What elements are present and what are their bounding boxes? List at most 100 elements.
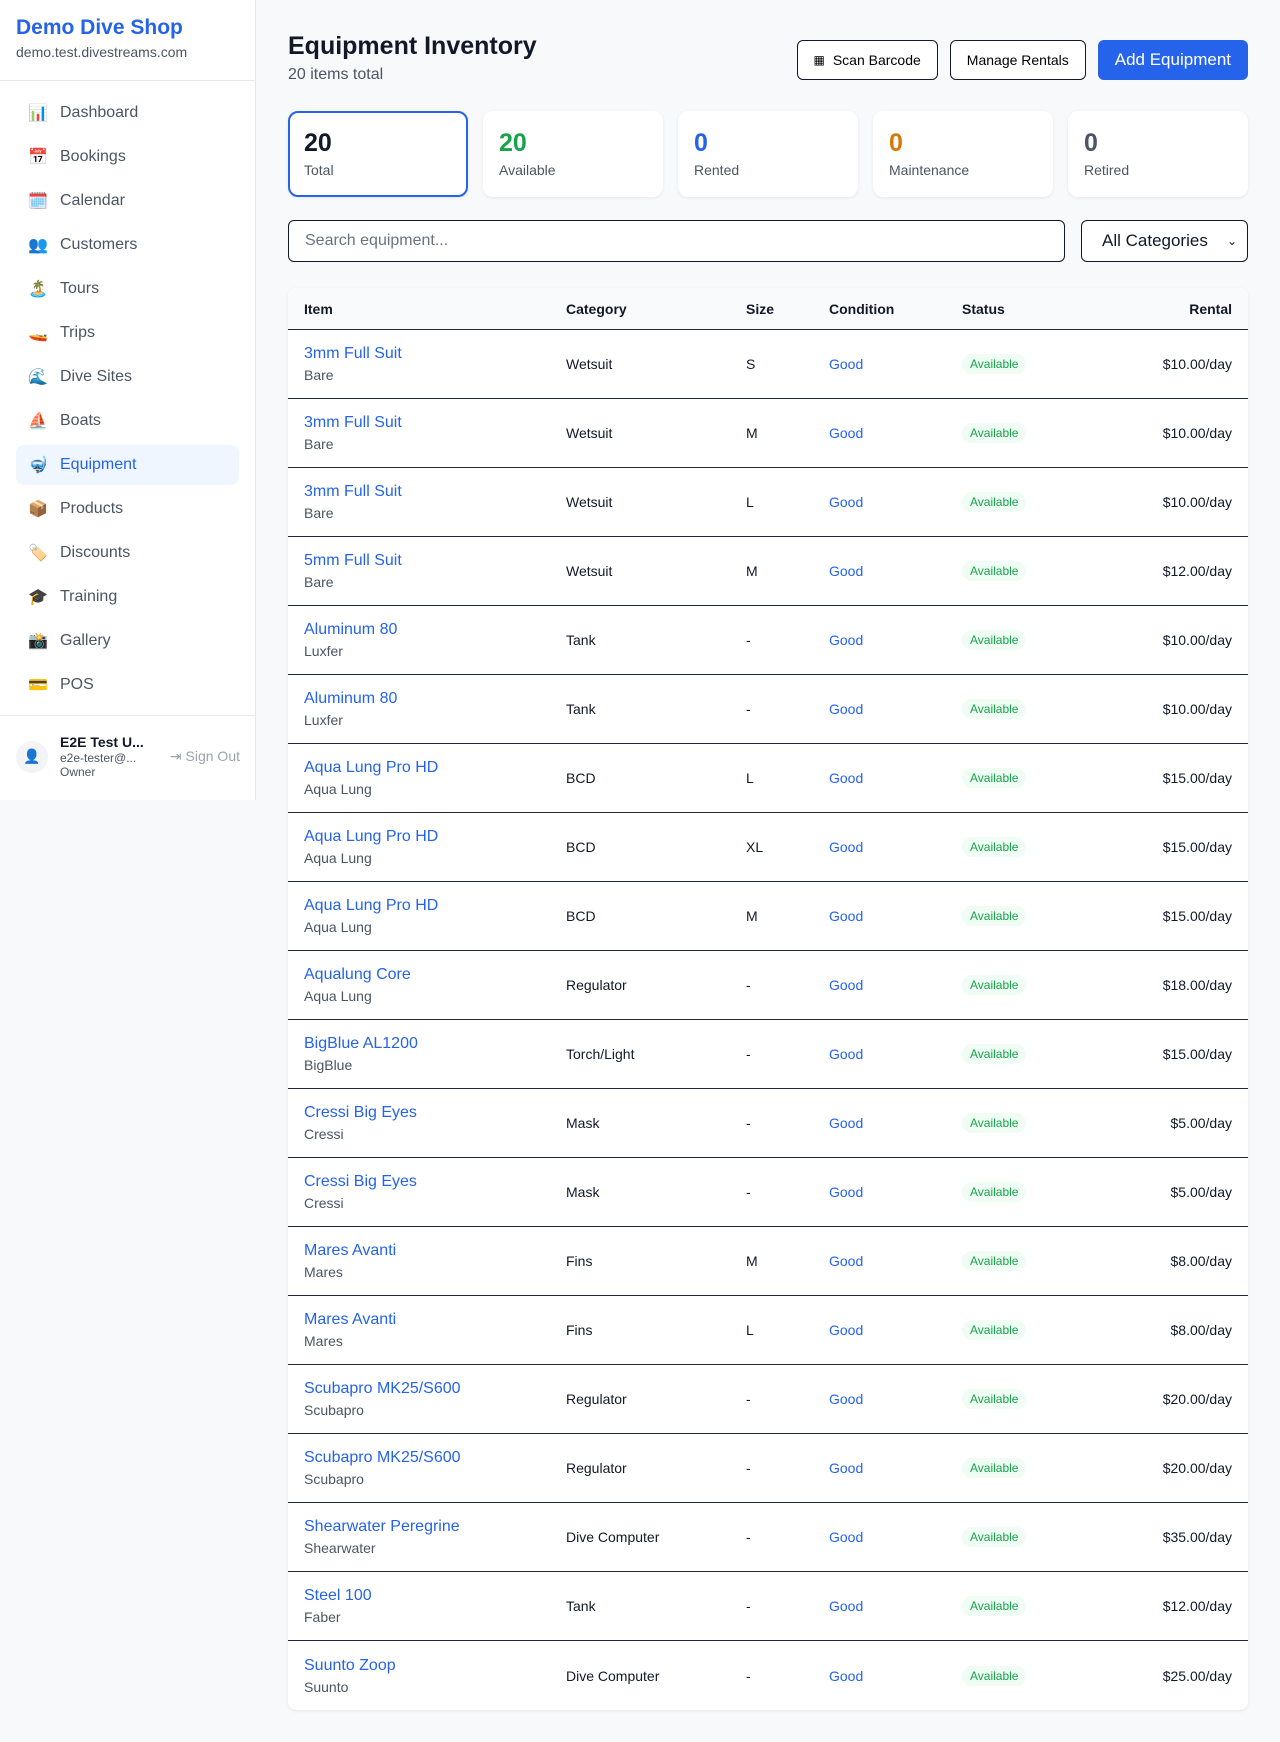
item-brand: Suunto	[304, 1678, 349, 1695]
item-condition: Good	[829, 1046, 864, 1062]
item-condition: Good	[829, 701, 864, 717]
item-name-link[interactable]: Cressi Big Eyes	[304, 1104, 417, 1121]
sidebar-item-label: Training	[60, 588, 118, 605]
item-size: -	[746, 1598, 751, 1614]
item-name-link[interactable]: Aqua Lung Pro HD	[304, 897, 439, 914]
item-name-link[interactable]: 5mm Full Suit	[304, 552, 402, 569]
item-size: -	[746, 1046, 751, 1062]
item-name-link[interactable]: Mares Avanti	[304, 1311, 397, 1328]
item-name-link[interactable]: Shearwater Peregrine	[304, 1518, 460, 1535]
sidebar-item-dashboard[interactable]: 📊 Dashboard	[16, 93, 239, 133]
brand-domain: demo.test.divestreams.com	[16, 44, 188, 60]
item-size: M	[746, 563, 758, 579]
item-size: -	[746, 977, 751, 993]
status-badge: Available	[962, 1320, 1027, 1340]
island-icon: 🏝️	[28, 281, 48, 298]
item-name-link[interactable]: Aluminum 80	[304, 621, 398, 638]
sidebar-item-dive-sites[interactable]: 🌊 Dive Sites	[16, 357, 239, 397]
item-rental-price: $20.00/day	[1162, 1391, 1232, 1407]
item-rental-price: $15.00/day	[1162, 1046, 1232, 1062]
page-subtitle: 20 items total	[288, 66, 384, 83]
status-badge: Available	[962, 837, 1027, 857]
item-category: Wetsuit	[566, 425, 613, 441]
sidebar-item-trips[interactable]: 🚤 Trips	[16, 313, 239, 353]
graduation-cap-icon: 🎓	[28, 589, 48, 606]
sidebar-item-discounts[interactable]: 🏷️ Discounts	[16, 533, 239, 573]
stat-card-total[interactable]: 20 Total	[288, 111, 468, 197]
item-name-link[interactable]: Aluminum 80	[304, 690, 398, 707]
item-name-link[interactable]: Scubapro MK25/S600	[304, 1380, 461, 1397]
item-condition: Good	[829, 1598, 864, 1614]
item-brand: Luxfer	[304, 643, 343, 659]
item-name-link[interactable]: 3mm Full Suit	[304, 483, 402, 500]
item-name-link[interactable]: Suunto Zoop	[304, 1656, 396, 1674]
table-row: Aqua Lung Pro HD Aqua Lung BCD L Good Ava…	[288, 744, 1248, 813]
tag-icon: 🏷️	[28, 545, 48, 562]
status-badge: Available	[962, 492, 1027, 512]
item-name-link[interactable]: Scubapro MK25/S600	[304, 1449, 461, 1466]
item-size: M	[746, 1253, 758, 1269]
item-category: Wetsuit	[566, 494, 613, 510]
sidebar-item-products[interactable]: 📦 Products	[16, 489, 239, 529]
page-title: Equipment Inventory	[288, 32, 537, 60]
sidebar-item-pos[interactable]: 💳 POS	[16, 665, 239, 705]
item-name-link[interactable]: Steel 100	[304, 1587, 372, 1604]
sidebar-item-equipment[interactable]: 🤿 Equipment	[16, 445, 239, 485]
item-category: Mask	[566, 1115, 600, 1131]
table-row: Mares Avanti Mares Fins M Good Available …	[288, 1227, 1248, 1296]
item-name-link[interactable]: Mares Avanti	[304, 1242, 397, 1259]
item-brand: Aqua Lung	[304, 781, 372, 797]
stat-card-available[interactable]: 20 Available	[483, 111, 663, 197]
category-select-value: All Categories	[1102, 231, 1208, 250]
sidebar-item-training[interactable]: 🎓 Training	[16, 577, 239, 617]
sidebar: Demo Dive Shop demo.test.divestreams.com…	[0, 0, 256, 800]
item-name-link[interactable]: Aqualung Core	[304, 966, 411, 983]
status-badge: Available	[962, 1044, 1027, 1064]
scan-barcode-button[interactable]: ▦ Scan Barcode	[796, 40, 938, 80]
item-name-link[interactable]: Cressi Big Eyes	[304, 1173, 417, 1190]
item-rental-price: $10.00/day	[1162, 425, 1232, 441]
item-rental-price: $15.00/day	[1162, 770, 1232, 786]
item-condition: Good	[829, 977, 864, 993]
item-condition: Good	[829, 1253, 864, 1269]
table-row: 3mm Full Suit Bare Wetsuit M Good Availab…	[288, 399, 1248, 468]
item-category: Wetsuit	[566, 356, 613, 372]
sidebar-item-tours[interactable]: 🏝️ Tours	[16, 269, 239, 309]
item-brand: Cressi	[304, 1195, 344, 1211]
stat-card-maintenance[interactable]: 0 Maintenance	[873, 111, 1053, 197]
item-rental-price: $10.00/day	[1162, 356, 1232, 372]
category-select[interactable]: All Categories ⌄	[1081, 220, 1248, 262]
item-condition: Good	[829, 1667, 864, 1684]
sidebar-item-customers[interactable]: 👥 Customers	[16, 225, 239, 265]
add-equipment-button[interactable]: Add Equipment	[1097, 40, 1248, 80]
sign-out-button[interactable]: ⇥ Sign Out	[170, 748, 240, 765]
status-badge: Available	[962, 1389, 1027, 1409]
item-name-link[interactable]: 3mm Full Suit	[304, 414, 402, 431]
item-brand: Bare	[304, 436, 334, 452]
item-name-link[interactable]: BigBlue AL1200	[304, 1035, 418, 1052]
item-size: L	[746, 1322, 754, 1338]
sidebar-item-calendar[interactable]: 🗓️ Calendar	[16, 181, 239, 221]
sidebar-item-gallery[interactable]: 📸 Gallery	[16, 621, 239, 661]
sidebar-item-label: Products	[60, 500, 124, 517]
stat-card-rented[interactable]: 0 Rented	[678, 111, 858, 197]
item-name-link[interactable]: 3mm Full Suit	[304, 345, 402, 362]
item-brand: Mares	[304, 1264, 343, 1280]
item-brand: Faber	[304, 1609, 341, 1625]
item-rental-price: $35.00/day	[1162, 1529, 1232, 1545]
item-brand: Mares	[304, 1333, 343, 1349]
sidebar-item-bookings[interactable]: 📅 Bookings	[16, 137, 239, 177]
chevron-down-icon: ⌄	[1226, 234, 1237, 248]
user-avatar-icon: 👤	[16, 740, 48, 773]
search-input[interactable]	[288, 220, 1065, 262]
stat-card-retired[interactable]: 0 Retired	[1068, 111, 1248, 197]
status-badge: Available	[962, 1596, 1027, 1616]
item-brand: Aqua Lung	[304, 988, 372, 1004]
item-name-link[interactable]: Aqua Lung Pro HD	[304, 828, 439, 845]
item-name-link[interactable]: Aqua Lung Pro HD	[304, 759, 439, 776]
item-rental-price: $5.00/day	[1170, 1115, 1233, 1131]
sidebar-item-boats[interactable]: ⛵ Boats	[16, 401, 239, 441]
manage-rentals-button[interactable]: Manage Rentals	[949, 40, 1086, 80]
item-rental-price: $8.00/day	[1170, 1322, 1233, 1338]
brand-name[interactable]: Demo Dive Shop	[16, 16, 183, 39]
